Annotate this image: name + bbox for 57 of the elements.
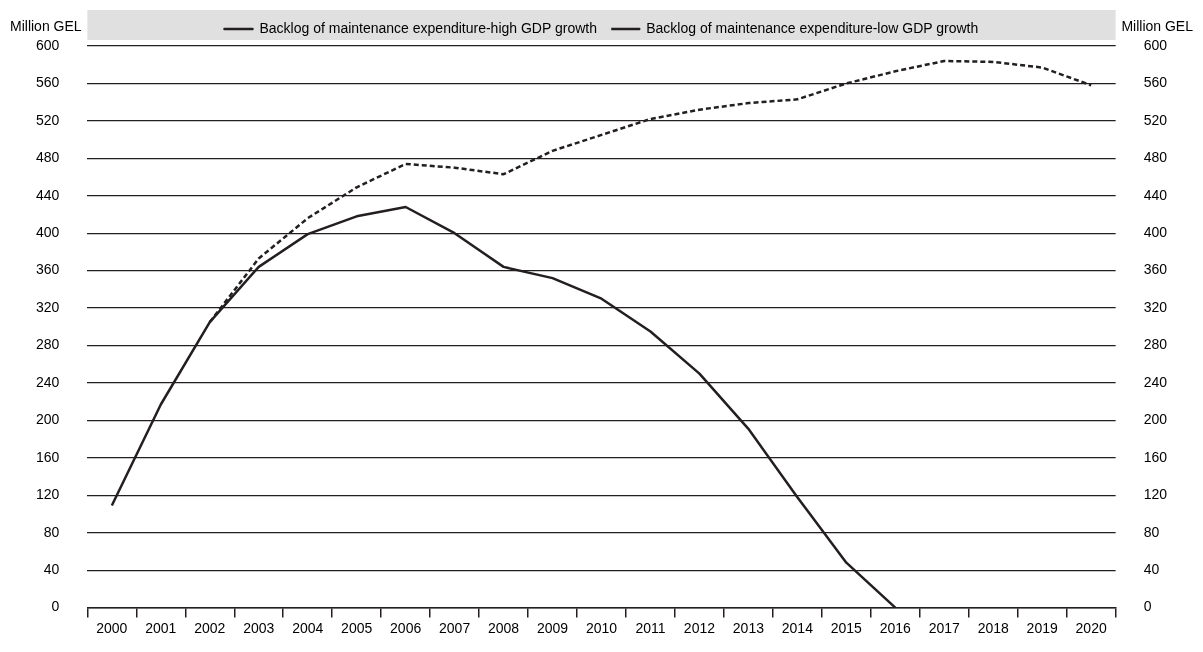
y2-tick-label: 600 bbox=[1143, 36, 1168, 53]
y-tick-label: 40 bbox=[43, 561, 60, 578]
y-tick-label: 240 bbox=[36, 373, 60, 390]
y2-tick-label: 440 bbox=[1143, 186, 1168, 203]
x-tick-label: 2009 bbox=[536, 619, 569, 636]
x-tick-label: 2007 bbox=[439, 619, 471, 636]
y2-tick-label: 120 bbox=[1143, 486, 1168, 503]
y-tick-label: 600 bbox=[36, 36, 60, 53]
x-tick-label: 2008 bbox=[487, 619, 520, 636]
y-tick-label: 280 bbox=[36, 336, 60, 353]
y2-tick-label: 240 bbox=[1143, 373, 1168, 390]
y2-tick-label: 480 bbox=[1143, 149, 1168, 166]
x-tick-label: 2010 bbox=[585, 619, 618, 636]
y2-tick-label: 280 bbox=[1143, 336, 1168, 353]
y-tick-label: 480 bbox=[36, 149, 60, 166]
y2-tick-label: 400 bbox=[1143, 224, 1168, 241]
y-tick-label: 160 bbox=[36, 448, 60, 465]
x-tick-label: 2006 bbox=[390, 619, 422, 636]
x-tick-label: 2004 bbox=[292, 619, 324, 636]
x-tick-label: 2013 bbox=[732, 619, 765, 636]
y2-tick-label: 360 bbox=[1143, 261, 1168, 278]
y2-tick-label: 520 bbox=[1143, 111, 1168, 128]
legend-label: Backlog of maintenance expenditure-low GDP growth bbox=[646, 19, 979, 36]
y2-axis-title: Million GEL bbox=[1121, 17, 1194, 34]
y-tick-label: 80 bbox=[43, 523, 60, 540]
x-tick-label: 2012 bbox=[683, 619, 716, 636]
x-tick-label: 2011 bbox=[635, 619, 666, 636]
y2-tick-label: 200 bbox=[1143, 411, 1168, 428]
y2-tick-label: 0 bbox=[1143, 598, 1152, 615]
y-tick-label: 560 bbox=[36, 74, 60, 91]
y-tick-label: 120 bbox=[36, 486, 60, 503]
y2-tick-label: 320 bbox=[1143, 298, 1168, 315]
x-tick-label: 2015 bbox=[830, 619, 863, 636]
x-tick-label: 2016 bbox=[879, 619, 912, 636]
x-tick-label: 2000 bbox=[96, 619, 128, 636]
x-tick-label: 2020 bbox=[1075, 619, 1107, 636]
y-tick-label: 520 bbox=[36, 111, 60, 128]
y-tick-label: 440 bbox=[36, 186, 60, 203]
y-tick-label: 400 bbox=[36, 224, 60, 241]
x-tick-label: 2018 bbox=[977, 619, 1010, 636]
x-tick-label: 2005 bbox=[341, 619, 373, 636]
y-axis-title: Million GEL bbox=[10, 17, 82, 34]
y2-tick-label: 560 bbox=[1143, 74, 1168, 91]
x-tick-label: 2001 bbox=[145, 619, 177, 636]
y-tick-label: 320 bbox=[36, 298, 60, 315]
x-tick-label: 2003 bbox=[243, 619, 275, 636]
x-tick-label: 2014 bbox=[781, 619, 814, 636]
y2-tick-label: 40 bbox=[1143, 561, 1160, 578]
y2-tick-label: 160 bbox=[1143, 448, 1168, 465]
y-tick-label: 360 bbox=[36, 261, 60, 278]
x-tick-label: 2019 bbox=[1026, 619, 1058, 636]
x-tick-label: 2002 bbox=[194, 619, 226, 636]
legend-label: Backlog of maintenance expenditure-high GDP growth bbox=[259, 19, 597, 36]
y2-tick-label: 80 bbox=[1143, 523, 1160, 540]
y-tick-label: 0 bbox=[51, 598, 60, 615]
y-tick-label: 200 bbox=[36, 411, 60, 428]
x-tick-label: 2017 bbox=[928, 619, 961, 636]
